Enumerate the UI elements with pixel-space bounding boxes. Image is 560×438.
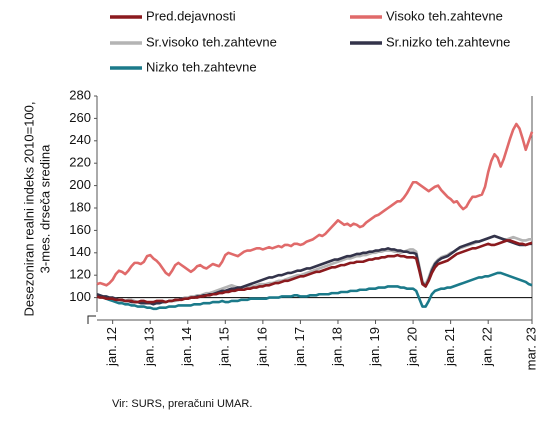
y-tick-label: 200 bbox=[69, 177, 91, 192]
y-tick-label: 120 bbox=[69, 267, 91, 282]
y-axis-label: 3-mes. drseča sredina bbox=[37, 144, 52, 273]
y-tick-label: 240 bbox=[69, 132, 91, 147]
x-tick-label: jan. 18 bbox=[329, 327, 344, 367]
x-tick-label: jan. 14 bbox=[179, 327, 194, 367]
x-tick-label: jan. 15 bbox=[217, 327, 232, 367]
x-tick-label: jan. 16 bbox=[254, 327, 269, 367]
y-tick-label: 100 bbox=[69, 289, 91, 304]
legend-label: Sr.nizko teh.zahtevne bbox=[386, 34, 510, 49]
x-tick-label: jan. 20 bbox=[405, 327, 420, 367]
y-tick-label: 140 bbox=[69, 244, 91, 259]
y-axis-label: Desezoniran realni indeks 2010=100, bbox=[21, 101, 36, 316]
x-tick-label: jan. 17 bbox=[292, 327, 307, 367]
x-tick-label: jan. 22 bbox=[480, 327, 495, 367]
series-line bbox=[96, 122, 534, 287]
y-tick-label: 220 bbox=[69, 155, 91, 170]
y-tick-label: 180 bbox=[69, 199, 91, 214]
series-line bbox=[96, 239, 533, 304]
axis-break bbox=[87, 315, 96, 324]
legend-label: Sr.visoko teh.zahtevne bbox=[146, 34, 277, 49]
y-tick-label: 280 bbox=[69, 87, 91, 102]
legend-label: Nizko teh.zahtevne bbox=[146, 59, 257, 74]
x-tick-label: jan. 13 bbox=[142, 327, 157, 367]
legend-label: Pred.dejavnosti bbox=[146, 8, 236, 23]
x-tick-label: jan. 19 bbox=[367, 327, 382, 367]
legend-label: Visoko teh.zahtevne bbox=[386, 8, 503, 23]
y-tick-label: 160 bbox=[69, 222, 91, 237]
x-tick-label: jan. 21 bbox=[442, 327, 457, 367]
source-note: Vir: SURS, preračuni UMAR. bbox=[112, 398, 252, 410]
x-tick-label: jan. 12 bbox=[104, 327, 119, 367]
y-tick-label: 260 bbox=[69, 110, 91, 125]
x-tick-label: mar. 23 bbox=[523, 327, 538, 370]
series-line bbox=[96, 271, 533, 311]
